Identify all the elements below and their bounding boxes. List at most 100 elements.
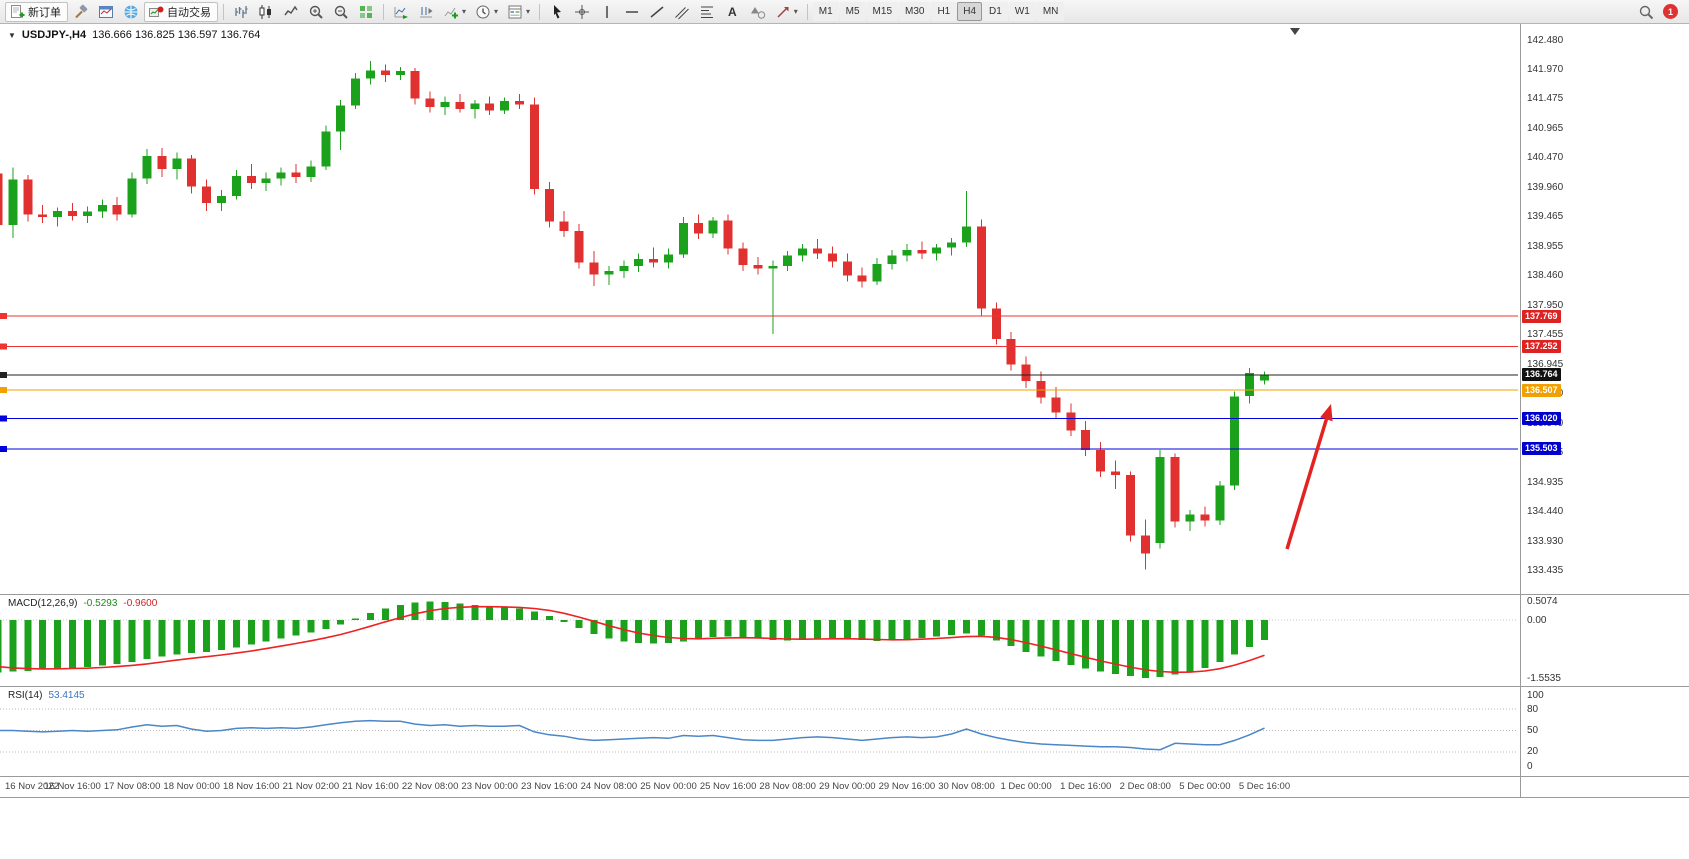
toolbar-separator (383, 3, 384, 20)
cursor-button[interactable] (545, 2, 569, 22)
time-axis[interactable] (0, 777, 1689, 797)
globe-icon (123, 4, 139, 20)
window-bottom-border (0, 797, 1689, 798)
rsi-scale-label: 100 (1527, 689, 1544, 701)
rsi-level-lines (0, 708, 1518, 753)
chart-shift-marker[interactable] (1290, 28, 1300, 35)
text-tool-button[interactable]: A (720, 2, 745, 22)
tile-windows-button[interactable] (354, 2, 378, 22)
terminal-button[interactable] (94, 2, 118, 22)
horizontal-line-button[interactable] (620, 2, 644, 22)
new-order-label: 新订单 (28, 6, 61, 19)
time-axis-label: 16 Nov 16:00 (44, 781, 101, 792)
channel-button[interactable] (670, 2, 694, 22)
metaeditor-button[interactable] (69, 2, 93, 22)
price-scale-label: 133.435 (1527, 564, 1564, 576)
tab-m1[interactable]: M1 (812, 2, 839, 21)
tab-m30[interactable]: M30 (899, 2, 931, 21)
toolbar-separator (806, 3, 808, 20)
notification-badge[interactable]: 1 (1663, 4, 1678, 19)
price-tag: 136.764 (1522, 368, 1561, 382)
one-click-trading-arrow-icon[interactable]: ▼ (8, 30, 16, 40)
trend-arrow-annotation[interactable] (1285, 404, 1333, 550)
macd-panel-separator[interactable] (0, 594, 1689, 595)
time-axis-label: 5 Dec 16:00 (1238, 781, 1291, 792)
arrow-style-button[interactable]: ▾ (771, 2, 802, 22)
tab-d1[interactable]: D1 (983, 2, 1008, 21)
tab-h1[interactable]: H1 (931, 2, 957, 21)
price-scale-label: 138.460 (1527, 270, 1564, 282)
chart-shift-button[interactable] (414, 2, 438, 22)
horizontal-lines[interactable] (0, 313, 1518, 452)
tab-m15[interactable]: M15 (866, 2, 898, 21)
new-order-button[interactable]: 新订单 (5, 1, 68, 22)
horizontal-line-icon (624, 4, 640, 20)
time-axis-label: 23 Nov 00:00 (461, 781, 518, 792)
shapes-icon (750, 4, 766, 20)
periods-icon (475, 4, 491, 20)
community-button[interactable] (119, 2, 143, 22)
autoscroll-button[interactable] (389, 2, 413, 22)
search-button[interactable] (1634, 2, 1658, 22)
shapes-button[interactable] (746, 2, 770, 22)
autotrading-button[interactable]: 自动交易 (144, 1, 218, 22)
price-scale-label: 139.960 (1527, 182, 1564, 194)
fibonacci-button[interactable] (695, 2, 719, 22)
tab-mn[interactable]: MN (1036, 2, 1065, 21)
time-axis-label: 28 Nov 08:00 (759, 781, 816, 792)
vertical-line-icon (599, 4, 615, 20)
zoom-in-icon (308, 4, 324, 20)
bars-chart-icon (233, 4, 249, 20)
main-chart-canvas[interactable] (0, 24, 1689, 594)
price-tag: 135.503 (1522, 442, 1561, 456)
zoom-in-button[interactable] (304, 2, 328, 22)
arrow-style-icon (775, 4, 791, 20)
bar-chart-button[interactable] (229, 2, 253, 22)
price-tag: 136.507 (1522, 383, 1561, 397)
ohlc-values: 136.666 136.825 136.597 136.764 (92, 29, 261, 41)
macd-canvas[interactable] (0, 595, 1689, 686)
templates-button[interactable]: ▾ (503, 2, 534, 22)
rsi-label: RSI(14) 53.4145 (8, 690, 85, 701)
time-axis-label: 18 Nov 16:00 (223, 781, 280, 792)
time-axis-label: 16 Nov 2022 (5, 781, 59, 792)
terminal-icon (98, 4, 114, 20)
time-axis-label: 22 Nov 08:00 (401, 781, 459, 792)
crosshair-button[interactable] (570, 2, 594, 22)
macd-scale-label: 0.00 (1527, 614, 1547, 626)
channel-icon (674, 4, 690, 20)
line-chart-button[interactable] (279, 2, 303, 22)
price-scale-label: 134.935 (1527, 476, 1564, 488)
price-scale-label: 141.475 (1527, 93, 1564, 105)
tile-windows-icon (358, 4, 374, 20)
toolbar: 新订单 自动交易 ▾ ▾ ▾ A ▾ M1 M5 (0, 0, 1689, 24)
crosshair-icon (574, 4, 590, 20)
rsi-canvas[interactable] (0, 687, 1689, 776)
indicators-button[interactable]: ▾ (439, 2, 470, 22)
price-tag: 137.769 (1522, 309, 1561, 323)
rsi-value: 53.4145 (48, 690, 85, 701)
vertical-line-button[interactable] (595, 2, 619, 22)
rsi-scale-label: 20 (1527, 746, 1539, 758)
zoom-out-button[interactable] (329, 2, 353, 22)
chart-shift-icon (418, 4, 434, 20)
dropdown-caret-icon: ▾ (462, 7, 467, 16)
tab-m5[interactable]: M5 (839, 2, 866, 21)
time-axis-label: 21 Nov 16:00 (342, 781, 399, 792)
rsi-panel-separator[interactable] (0, 686, 1689, 687)
autotrading-label: 自动交易 (167, 6, 211, 19)
tab-w1[interactable]: W1 (1008, 2, 1036, 21)
time-axis-label: 18 Nov 00:00 (163, 781, 220, 792)
candle-chart-button[interactable] (254, 2, 278, 22)
price-axis-border (1520, 24, 1521, 797)
price-tag: 137.252 (1522, 339, 1561, 353)
tab-h4[interactable]: H4 (957, 2, 983, 21)
fibonacci-icon (699, 4, 715, 20)
price-scale-label: 137.950 (1527, 299, 1564, 311)
periods-button[interactable]: ▾ (471, 2, 502, 22)
time-axis-separator (0, 776, 1689, 777)
rsi-scale-label: 0 (1527, 760, 1533, 772)
trendline-button[interactable] (645, 2, 669, 22)
macd-signal-line (0, 605, 1265, 674)
